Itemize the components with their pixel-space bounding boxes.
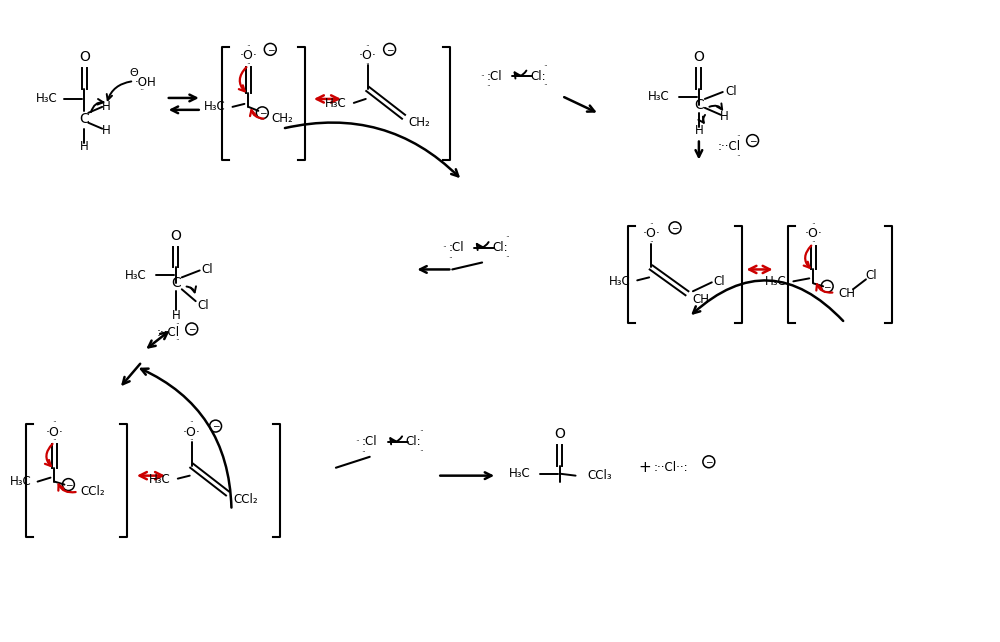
Text: ··: ·· bbox=[736, 152, 741, 161]
Text: Cl: Cl bbox=[713, 275, 725, 288]
Text: ··: ·· bbox=[480, 72, 484, 81]
Text: ··: ·· bbox=[52, 437, 57, 446]
Text: ··: ·· bbox=[365, 60, 370, 69]
Text: ··: ·· bbox=[649, 238, 654, 247]
Text: ·O·: ·O· bbox=[642, 227, 660, 240]
Text: H: H bbox=[695, 124, 703, 137]
Text: −: − bbox=[749, 136, 756, 145]
Text: H: H bbox=[102, 124, 111, 137]
Text: H₃C: H₃C bbox=[325, 98, 347, 110]
Text: −: − bbox=[671, 223, 679, 232]
Text: ··: ·· bbox=[52, 419, 57, 428]
Text: ··: ·· bbox=[419, 447, 424, 456]
Text: CCl₃: CCl₃ bbox=[587, 469, 612, 482]
Text: CCl₂: CCl₂ bbox=[80, 485, 105, 498]
Text: H₃C: H₃C bbox=[509, 467, 531, 480]
Text: ··: ·· bbox=[246, 42, 251, 51]
Text: ··: ·· bbox=[365, 42, 370, 51]
Text: H₃C: H₃C bbox=[36, 92, 57, 105]
Text: :··Cl: :··Cl bbox=[156, 326, 179, 340]
Text: H: H bbox=[720, 110, 729, 123]
Text: ··: ·· bbox=[175, 336, 180, 345]
Text: ··: ·· bbox=[811, 220, 816, 229]
Text: ··: ·· bbox=[506, 233, 510, 242]
Text: ··: ·· bbox=[246, 60, 251, 69]
Text: CH: CH bbox=[692, 293, 709, 306]
Text: CCl₂: CCl₂ bbox=[233, 493, 258, 506]
Text: H₃C: H₃C bbox=[125, 269, 147, 282]
Text: −: − bbox=[823, 282, 831, 291]
Text: Cl: Cl bbox=[865, 269, 877, 282]
Text: Cl:: Cl: bbox=[530, 69, 546, 83]
Text: −: − bbox=[705, 457, 713, 466]
Text: ·O·: ·O· bbox=[239, 49, 257, 62]
Text: O: O bbox=[170, 229, 181, 243]
Text: −: − bbox=[188, 324, 195, 333]
Text: Cl:: Cl: bbox=[492, 241, 508, 254]
Text: ··: ·· bbox=[139, 87, 145, 96]
Text: ··: ·· bbox=[419, 428, 424, 437]
Text: H: H bbox=[102, 100, 111, 114]
Text: ·O·: ·O· bbox=[183, 426, 201, 438]
Text: H₃C: H₃C bbox=[204, 100, 225, 114]
Text: Cl: Cl bbox=[725, 85, 737, 98]
Text: ··: ·· bbox=[506, 253, 510, 262]
Text: ·O·: ·O· bbox=[46, 426, 63, 438]
Text: :Cl: :Cl bbox=[486, 69, 502, 83]
Text: ·OH: ·OH bbox=[135, 76, 157, 89]
Text: +: + bbox=[639, 460, 652, 475]
Text: Cl:: Cl: bbox=[406, 435, 421, 449]
Text: ··: ·· bbox=[361, 448, 366, 457]
Text: O: O bbox=[693, 50, 704, 64]
Text: CH₂: CH₂ bbox=[271, 112, 293, 125]
Text: ··: ·· bbox=[442, 243, 447, 252]
Text: H₃C: H₃C bbox=[10, 475, 32, 488]
Text: ··: ·· bbox=[811, 238, 816, 247]
Text: CH: CH bbox=[839, 287, 856, 300]
Text: H₃C: H₃C bbox=[149, 473, 171, 486]
Text: O: O bbox=[79, 50, 90, 64]
Text: ··: ·· bbox=[189, 419, 194, 428]
Text: :··Cl: :··Cl bbox=[717, 140, 740, 153]
Text: O: O bbox=[554, 427, 565, 441]
Text: :Cl: :Cl bbox=[448, 241, 464, 254]
Text: H₃C: H₃C bbox=[648, 91, 670, 103]
Text: C: C bbox=[79, 112, 89, 126]
Text: ··: ·· bbox=[543, 62, 548, 71]
Text: H₃C: H₃C bbox=[765, 275, 786, 288]
Text: Cl: Cl bbox=[198, 299, 209, 311]
Text: −: − bbox=[212, 422, 219, 431]
Text: ··: ·· bbox=[189, 437, 194, 446]
Text: H: H bbox=[171, 309, 180, 322]
Text: ·O·: ·O· bbox=[804, 227, 822, 240]
Text: −: − bbox=[267, 45, 274, 54]
Text: Cl: Cl bbox=[202, 263, 213, 276]
Text: ··: ·· bbox=[175, 320, 180, 329]
Text: :··Cl··:: :··Cl··: bbox=[654, 461, 688, 474]
Text: Θ: Θ bbox=[130, 68, 138, 78]
Text: C: C bbox=[171, 276, 181, 290]
Text: H₃C: H₃C bbox=[608, 275, 630, 288]
Text: CH₂: CH₂ bbox=[409, 116, 430, 129]
Text: ·O·: ·O· bbox=[359, 49, 377, 62]
Text: −: − bbox=[65, 480, 72, 489]
Text: :Cl: :Cl bbox=[362, 435, 378, 449]
Text: H: H bbox=[80, 140, 89, 153]
Text: C: C bbox=[694, 98, 704, 112]
Text: ··: ·· bbox=[448, 254, 453, 263]
Text: −: − bbox=[259, 108, 266, 117]
Text: ··: ·· bbox=[649, 220, 654, 229]
Text: ··: ·· bbox=[736, 132, 741, 141]
Text: −: − bbox=[386, 45, 393, 54]
Text: ··: ·· bbox=[486, 83, 490, 92]
Text: ··: ·· bbox=[543, 82, 548, 91]
Text: ··: ·· bbox=[355, 437, 360, 446]
